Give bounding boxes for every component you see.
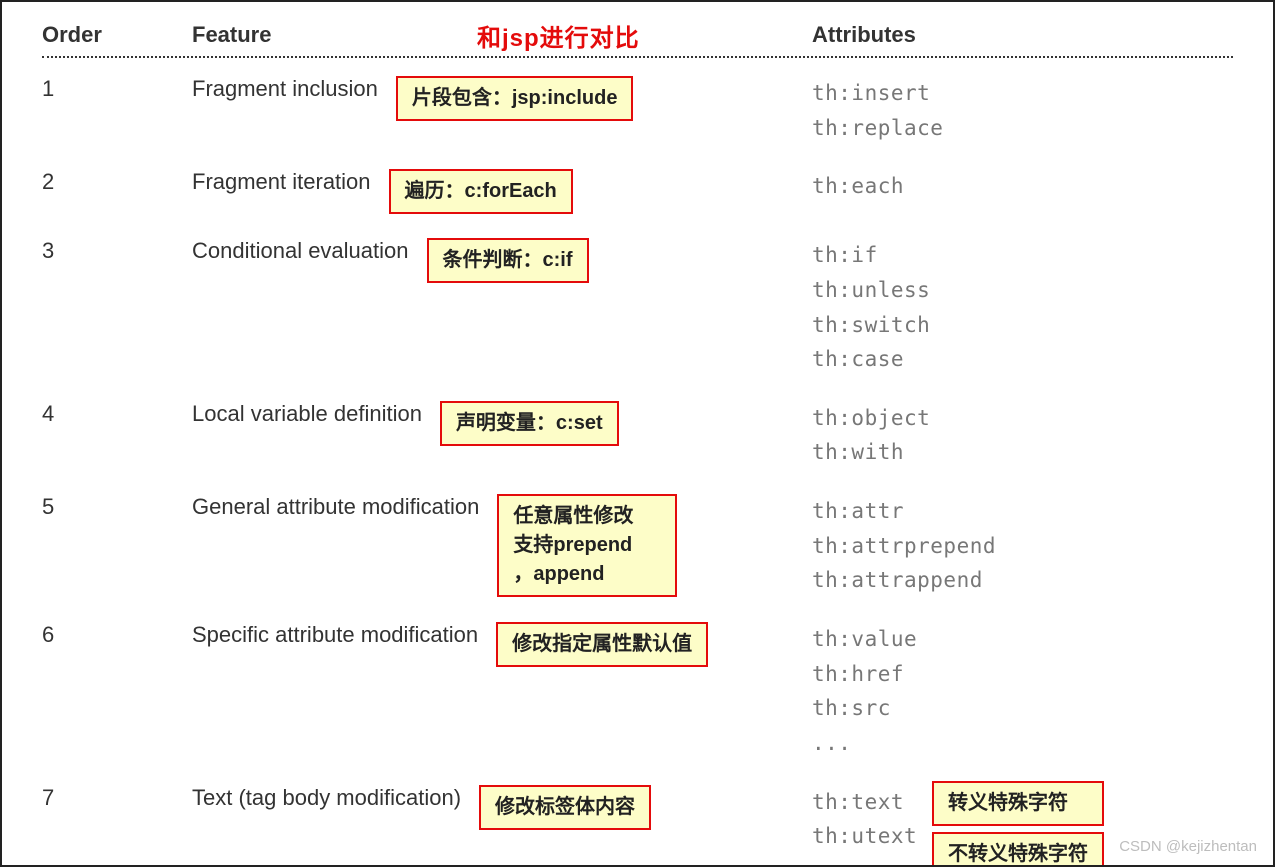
watermark: CSDN @kejizhentan [1119,838,1257,855]
order-number: 2 [42,169,54,194]
attribute-item: th:href [812,657,1233,692]
table-row: 5 General attribute modification 任意属性修改 支持… [42,488,1233,616]
table-row: 1 Fragment inclusion 片段包含：jsp:include th:in… [42,70,1233,163]
order-number: 4 [42,401,54,426]
annotation-box: 声明变量：c:set [440,401,619,446]
attribute-item: th:switch [812,308,1233,343]
attribute-list: th:each [812,169,1233,204]
feature-text: Fragment iteration [192,169,371,195]
header-attributes: Attributes [812,22,1233,48]
side-annotation-box: 转义特殊字符 [932,781,1104,826]
header-separator [42,56,1233,58]
feature-text: Conditional evaluation [192,238,409,264]
attribute-list: th:valueth:hrefth:src... [812,622,1233,761]
attribute-list: th:insertth:replace [812,76,1233,145]
order-number: 7 [42,785,54,810]
attribute-list: th:attrth:attrprependth:attrappend [812,494,1233,598]
feature-text: Fragment inclusion [192,76,378,102]
annotation-box: 任意属性修改 支持prepend ，append [497,494,677,597]
table-row: 6 Specific attribute modification 修改指定属性默认… [42,616,1233,779]
feature-text: Text (tag body modification) [192,785,461,811]
annotation-box: 条件判断：c:if [427,238,589,283]
attribute-item: th:case [812,342,1233,377]
feature-text: Specific attribute modification [192,622,478,648]
table-row: 4 Local variable definition 声明变量：c:set th:o… [42,395,1233,488]
attribute-item: th:if [812,238,1233,273]
attribute-list: th:ifth:unlessth:switchth:case [812,238,1233,377]
attribute-item: th:src [812,691,1233,726]
attribute-item: th:insert [812,76,1233,111]
attribute-item: th:replace [812,111,1233,146]
annotation-box: 修改指定属性默认值 [496,622,708,667]
order-number: 3 [42,238,54,263]
attribute-item: th:unless [812,273,1233,308]
annotation-box: 遍历：c:forEach [389,169,573,214]
table-row: 3Conditional evaluation条件判断：c:ifth:ifth:… [42,232,1233,395]
attribute-item: th:each [812,169,1233,204]
document-page: Order Feature Attributes 和jsp进行对比 1 Fragm… [0,0,1275,867]
attribute-item: th:attr [812,494,1233,529]
order-number: 6 [42,622,54,647]
table-row: 2 Fragment iteration 遍历：c:forEach th:each [42,163,1233,232]
table-body: 1 Fragment inclusion 片段包含：jsp:include th:in… [42,70,1233,867]
feature-text: Local variable definition [192,401,422,427]
attribute-item: th:attrprepend [812,529,1233,564]
order-number: 5 [42,494,54,519]
attribute-item: th:object [812,401,1233,436]
header-order: Order [42,22,192,48]
side-annotation-group: 转义特殊字符不转义特殊字符 [932,781,1104,867]
title-annotation: 和jsp进行对比 [477,18,640,53]
annotation-box: 修改标签体内容 [479,785,651,830]
attribute-item: th:with [812,435,1233,470]
annotation-box: 片段包含：jsp:include [396,76,634,121]
attribute-item: ... [812,726,1233,761]
order-number: 1 [42,76,54,101]
table-header: Order Feature Attributes 和jsp进行对比 [42,22,1233,56]
attribute-item: th:value [812,622,1233,657]
side-annotation-box: 不转义特殊字符 [932,832,1104,867]
table-row: 7Text (tag body modification)修改标签体内容th:t… [42,779,1233,867]
attribute-item: th:attrappend [812,563,1233,598]
feature-text: General attribute modification [192,494,479,520]
attribute-list: th:objectth:with [812,401,1233,470]
